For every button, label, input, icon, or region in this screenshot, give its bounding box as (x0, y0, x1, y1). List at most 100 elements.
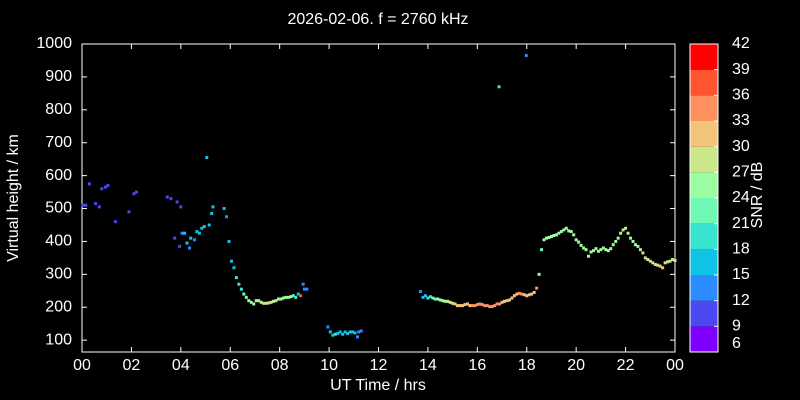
data-point (443, 299, 447, 303)
data-point (589, 250, 593, 254)
data-point (189, 236, 193, 240)
data-point (205, 156, 209, 160)
data-point (517, 291, 521, 295)
data-point (483, 304, 487, 308)
colorbar-band (690, 95, 718, 121)
data-point (643, 256, 647, 260)
data-point (351, 330, 355, 334)
data-point (169, 197, 173, 201)
data-point (463, 303, 467, 307)
data-point (631, 239, 635, 243)
data-point (210, 211, 214, 215)
data-point (281, 296, 285, 300)
data-point (200, 226, 204, 230)
data-point (606, 249, 610, 253)
colorbar-tick-label: 18 (732, 241, 750, 258)
data-point (84, 203, 88, 207)
data-point (510, 296, 514, 300)
data-point (503, 299, 507, 303)
data-point (187, 246, 191, 250)
data-point (132, 192, 136, 196)
data-point (276, 297, 280, 301)
colorbar-tick-label: 36 (732, 87, 750, 104)
data-point (225, 215, 229, 219)
data-point (426, 296, 430, 300)
data-point (609, 247, 613, 251)
data-point (604, 248, 608, 252)
colorbar-band (690, 300, 718, 327)
data-point (564, 226, 568, 230)
data-point (87, 182, 91, 186)
data-point (552, 234, 556, 238)
colorbar-tick-label: 15 (732, 266, 750, 283)
data-point (359, 329, 363, 333)
data-point (441, 299, 445, 303)
data-point (478, 302, 482, 306)
chart-title: 2026-02-06. f = 2760 kHz (287, 11, 468, 28)
y-tick-label: 700 (45, 134, 72, 151)
colorbar-band (690, 326, 718, 352)
data-point (286, 295, 290, 299)
colorbar-tick-label: 39 (732, 61, 750, 78)
data-point (249, 300, 253, 304)
data-point (433, 297, 437, 301)
colorbar-tick-label: 30 (732, 138, 750, 155)
y-tick-label: 900 (45, 68, 72, 85)
data-point (106, 183, 110, 187)
data-point (537, 272, 541, 276)
data-point (299, 294, 303, 298)
data-point (584, 248, 588, 252)
data-point (495, 302, 499, 306)
data-point (257, 299, 261, 303)
data-point (658, 264, 662, 268)
data-point (333, 332, 337, 336)
data-point (179, 205, 183, 209)
y-tick-label: 200 (45, 298, 72, 315)
data-point (515, 292, 519, 296)
colorbar-tick-label: 24 (732, 189, 750, 206)
data-point (616, 236, 620, 240)
data-point (532, 290, 536, 294)
data-point (599, 248, 603, 252)
data-point (557, 231, 561, 235)
data-point (572, 233, 576, 237)
data-point (574, 238, 578, 242)
data-point (267, 301, 271, 305)
data-point (641, 251, 645, 255)
colorbar-tick-label: 21 (732, 215, 750, 232)
data-point (638, 248, 642, 252)
data-point (497, 85, 501, 89)
data-point (328, 330, 332, 334)
data-point (530, 292, 534, 296)
data-point (656, 263, 660, 267)
x-tick-label: 12 (370, 357, 388, 374)
data-point (611, 243, 615, 247)
data-point (232, 266, 236, 270)
data-point (562, 228, 566, 232)
colorbar-band (690, 172, 718, 198)
data-point (264, 301, 268, 305)
data-point (594, 247, 598, 251)
data-point (646, 258, 650, 262)
data-point (596, 249, 600, 253)
data-point (559, 230, 563, 234)
data-point (211, 205, 215, 209)
data-point (173, 236, 177, 240)
data-point (100, 187, 104, 191)
data-point (431, 296, 435, 300)
data-point (540, 248, 544, 252)
data-point (269, 300, 273, 304)
data-point (134, 190, 138, 194)
data-point (480, 303, 484, 307)
data-point (262, 301, 266, 305)
data-point (488, 305, 492, 309)
data-point (192, 238, 196, 242)
colorbar-tick-label: 12 (732, 292, 750, 309)
data-point (468, 304, 472, 308)
data-point (423, 294, 427, 298)
data-point (577, 240, 581, 244)
data-point (247, 299, 251, 303)
x-tick-label: 00 (73, 357, 91, 374)
data-point (456, 304, 460, 308)
